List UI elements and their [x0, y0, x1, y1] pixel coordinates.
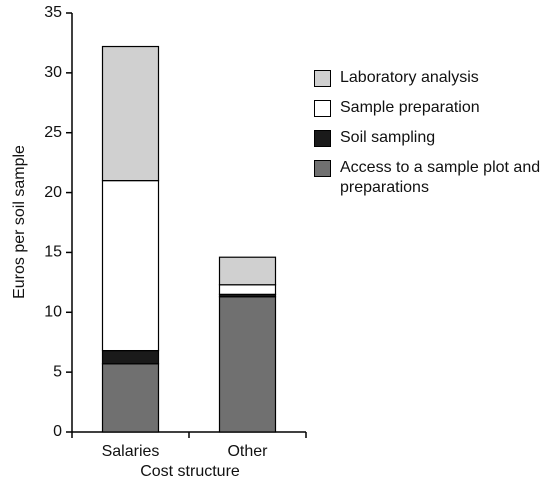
bar-segment — [101, 45, 160, 182]
x-tick-label: Salaries — [102, 443, 160, 460]
legend-item: Laboratory analysis — [314, 68, 542, 88]
legend-label: Soil sampling — [340, 129, 436, 146]
legend-swatch — [314, 100, 331, 117]
bar-segment — [218, 284, 277, 295]
legend-label: Access to a sample plot and preparations — [340, 159, 541, 196]
y-tick-label: 20 — [44, 184, 62, 201]
bar-segment — [101, 363, 160, 433]
y-tick-label: 5 — [53, 363, 62, 380]
bar-segment — [218, 296, 277, 433]
bar-segment — [218, 256, 277, 286]
y-tick-label: 25 — [44, 124, 62, 141]
y-tick-label: 35 — [44, 4, 62, 21]
y-tick-label: 0 — [53, 423, 62, 440]
bar-segment — [101, 180, 160, 352]
legend-swatch — [314, 70, 331, 87]
legend-item: Sample preparation — [314, 98, 542, 118]
legend-label: Sample preparation — [340, 99, 480, 116]
x-tick-label: Other — [227, 443, 268, 460]
legend-label: Laboratory analysis — [340, 69, 479, 86]
legend-item: Access to a sample plot and preparations — [314, 158, 542, 198]
legend: Laboratory analysis Sample preparation Soi… — [314, 68, 542, 208]
y-axis-label: Euros per soil sample — [11, 145, 28, 299]
y-tick-label: 15 — [44, 244, 62, 261]
y-tick-label: 10 — [44, 304, 62, 321]
legend-swatch — [314, 160, 331, 177]
bar-segment — [101, 349, 160, 365]
legend-item: Soil sampling — [314, 128, 542, 148]
x-axis-label: Cost structure — [140, 463, 240, 480]
legend-swatch — [314, 130, 331, 147]
y-tick-label: 30 — [44, 64, 62, 81]
